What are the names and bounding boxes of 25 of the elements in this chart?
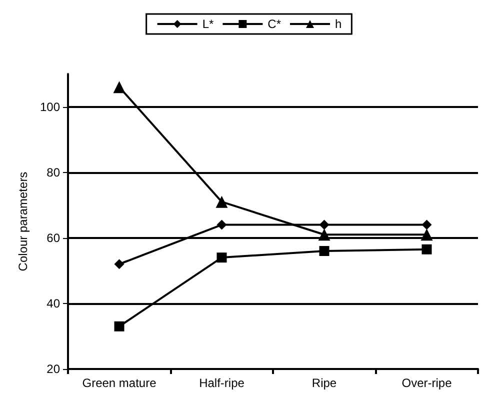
x-tick-label: Over-ripe — [402, 376, 452, 390]
y-tick-label: 100 — [40, 100, 60, 114]
legend-label: h — [335, 17, 342, 31]
x-tick-label: Green mature — [82, 376, 157, 390]
point — [420, 228, 433, 241]
point — [422, 220, 432, 230]
point — [216, 196, 228, 208]
legend-label: L* — [202, 17, 214, 31]
point — [113, 81, 126, 94]
point — [319, 220, 330, 230]
x-tick-label: Half-ripe — [199, 376, 245, 390]
y-axis-title: Colour parameters — [16, 172, 30, 272]
x-tick-label: Ripe — [312, 376, 337, 390]
y-tick-label: 80 — [46, 165, 60, 180]
y-tick-label: 60 — [46, 230, 60, 245]
point — [216, 252, 227, 263]
point — [114, 259, 124, 270]
point — [114, 321, 124, 332]
point — [318, 228, 330, 241]
point — [422, 244, 432, 254]
y-tick-label: 20 — [46, 362, 60, 376]
point — [216, 220, 227, 230]
legend-label: C* — [268, 17, 282, 31]
point — [319, 246, 330, 256]
y-tick-label: 40 — [46, 296, 60, 310]
